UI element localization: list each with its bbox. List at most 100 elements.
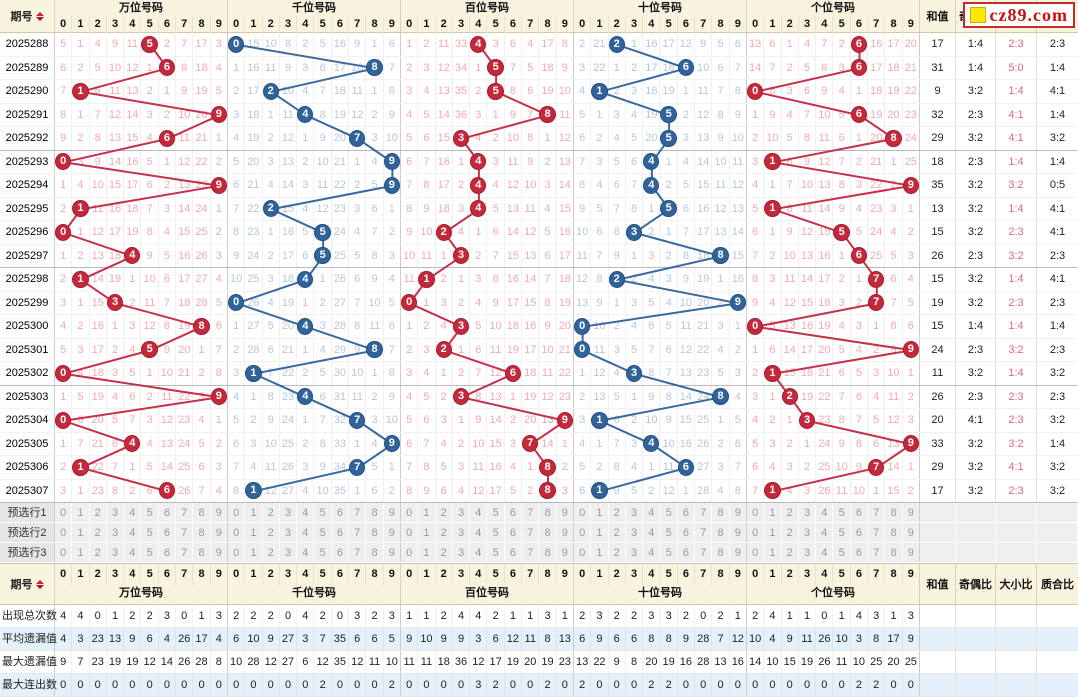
preselect-digit[interactable]: 9: [728, 523, 746, 542]
preselect-digit[interactable]: 0: [579, 526, 586, 539]
preselect-digit[interactable]: 0: [60, 526, 67, 539]
preselect-digit[interactable]: 5: [140, 523, 157, 542]
preselect-digit[interactable]: 6: [503, 523, 521, 542]
preselect-digit[interactable]: 3: [105, 503, 123, 522]
preselect-digit[interactable]: 4: [469, 503, 486, 522]
preselect-digit[interactable]: 3: [797, 523, 815, 542]
preselect-digit[interactable]: 8: [538, 523, 555, 542]
preselect-digit[interactable]: 5: [832, 523, 849, 542]
preselect-digit[interactable]: 4: [815, 523, 832, 542]
preselect-digit[interactable]: 9: [382, 503, 400, 522]
preselect-digit[interactable]: 5: [486, 503, 503, 522]
preselect-digit[interactable]: 3: [451, 543, 469, 562]
preselect-digit[interactable]: 9: [901, 503, 919, 522]
preselect-digit[interactable]: 6: [676, 523, 694, 542]
preselect-digit[interactable]: 8: [192, 503, 209, 522]
preselect-digit[interactable]: 4: [642, 543, 659, 562]
issue-header[interactable]: 期号: [0, 0, 55, 32]
preselect-digit[interactable]: 7: [694, 503, 711, 522]
preselect-digit[interactable]: 1: [590, 543, 607, 562]
preselect-digit[interactable]: 3: [278, 523, 296, 542]
preselect-digit[interactable]: 6: [157, 503, 175, 522]
preselect-digit[interactable]: 4: [469, 523, 486, 542]
preselect-digit[interactable]: 8: [192, 543, 209, 562]
preselect-digit[interactable]: 1: [417, 543, 434, 562]
preselect-digit[interactable]: 6: [330, 503, 348, 522]
preselect-digit[interactable]: 1: [244, 503, 261, 522]
preselect-digit[interactable]: 8: [711, 543, 728, 562]
preselect-digit[interactable]: 6: [849, 503, 867, 522]
issue-header[interactable]: 期号: [0, 564, 55, 604]
preselect-digit[interactable]: 0: [579, 546, 586, 559]
preselect-digit[interactable]: 1: [244, 523, 261, 542]
preselect-digit[interactable]: 5: [659, 543, 676, 562]
preselect-digit[interactable]: 4: [123, 503, 140, 522]
preselect-digit[interactable]: 3: [278, 543, 296, 562]
preselect-digit[interactable]: 2: [261, 523, 279, 542]
preselect-digit[interactable]: 2: [780, 503, 798, 522]
preselect-digit[interactable]: 7: [694, 523, 711, 542]
site-logo[interactable]: cz89.com: [962, 2, 1075, 28]
preselect-digit[interactable]: 8: [538, 543, 555, 562]
preselect-digit[interactable]: 9: [555, 543, 573, 562]
preselect-digit[interactable]: 1: [763, 543, 780, 562]
preselect-digit[interactable]: 7: [521, 523, 538, 542]
preselect-digit[interactable]: 9: [209, 543, 227, 562]
preselect-digit[interactable]: 7: [175, 503, 192, 522]
preselect-digit[interactable]: 7: [348, 503, 365, 522]
preselect-digit[interactable]: 4: [123, 543, 140, 562]
preselect-digit[interactable]: 5: [313, 503, 330, 522]
preselect-digit[interactable]: 4: [296, 543, 313, 562]
preselect-digit[interactable]: 3: [797, 503, 815, 522]
preselect-digit[interactable]: 8: [711, 503, 728, 522]
preselect-digit[interactable]: 8: [711, 523, 728, 542]
preselect-digit[interactable]: 6: [330, 523, 348, 542]
preselect-digit[interactable]: 5: [832, 503, 849, 522]
preselect-digit[interactable]: 7: [521, 543, 538, 562]
preselect-digit[interactable]: 8: [538, 503, 555, 522]
preselect-digit[interactable]: 4: [815, 503, 832, 522]
preselect-digit[interactable]: 4: [123, 523, 140, 542]
preselect-digit[interactable]: 7: [175, 543, 192, 562]
preselect-digit[interactable]: 3: [105, 523, 123, 542]
sort-icon[interactable]: [35, 579, 44, 589]
preselect-digit[interactable]: 9: [901, 543, 919, 562]
preselect-digit[interactable]: 3: [105, 543, 123, 562]
preselect-digit[interactable]: 3: [624, 543, 642, 562]
preselect-digit[interactable]: 7: [175, 523, 192, 542]
preselect-digit[interactable]: 1: [71, 503, 88, 522]
preselect-digit[interactable]: 1: [417, 503, 434, 522]
preselect-digit[interactable]: 7: [348, 523, 365, 542]
preselect-digit[interactable]: 3: [451, 503, 469, 522]
preselect-digit[interactable]: 1: [417, 523, 434, 542]
preselect-digit[interactable]: 9: [728, 503, 746, 522]
preselect-digit[interactable]: 2: [88, 523, 106, 542]
preselect-digit[interactable]: 3: [278, 503, 296, 522]
preselect-digit[interactable]: 1: [244, 543, 261, 562]
preselect-digit[interactable]: 6: [503, 503, 521, 522]
preselect-digit[interactable]: 9: [209, 503, 227, 522]
preselect-digit[interactable]: 7: [694, 543, 711, 562]
preselect-digit[interactable]: 9: [209, 523, 227, 542]
preselect-digit[interactable]: 0: [233, 546, 240, 559]
preselect-digit[interactable]: 4: [642, 503, 659, 522]
preselect-digit[interactable]: 6: [157, 543, 175, 562]
preselect-digit[interactable]: 2: [88, 543, 106, 562]
preselect-digit[interactable]: 4: [642, 523, 659, 542]
preselect-digit[interactable]: 2: [780, 543, 798, 562]
preselect-digit[interactable]: 5: [140, 503, 157, 522]
preselect-digit[interactable]: 0: [60, 506, 67, 519]
preselect-digit[interactable]: 7: [867, 523, 884, 542]
preselect-digit[interactable]: 3: [624, 523, 642, 542]
preselect-digit[interactable]: 3: [451, 523, 469, 542]
preselect-digit[interactable]: 2: [88, 503, 106, 522]
preselect-digit[interactable]: 8: [192, 523, 209, 542]
preselect-digit[interactable]: 8: [365, 523, 382, 542]
preselect-digit[interactable]: 0: [233, 506, 240, 519]
preselect-digit[interactable]: 0: [752, 546, 759, 559]
preselect-digit[interactable]: 0: [752, 526, 759, 539]
preselect-digit[interactable]: 2: [607, 543, 625, 562]
preselect-digit[interactable]: 9: [901, 523, 919, 542]
preselect-digit[interactable]: 4: [296, 503, 313, 522]
preselect-digit[interactable]: 2: [261, 543, 279, 562]
